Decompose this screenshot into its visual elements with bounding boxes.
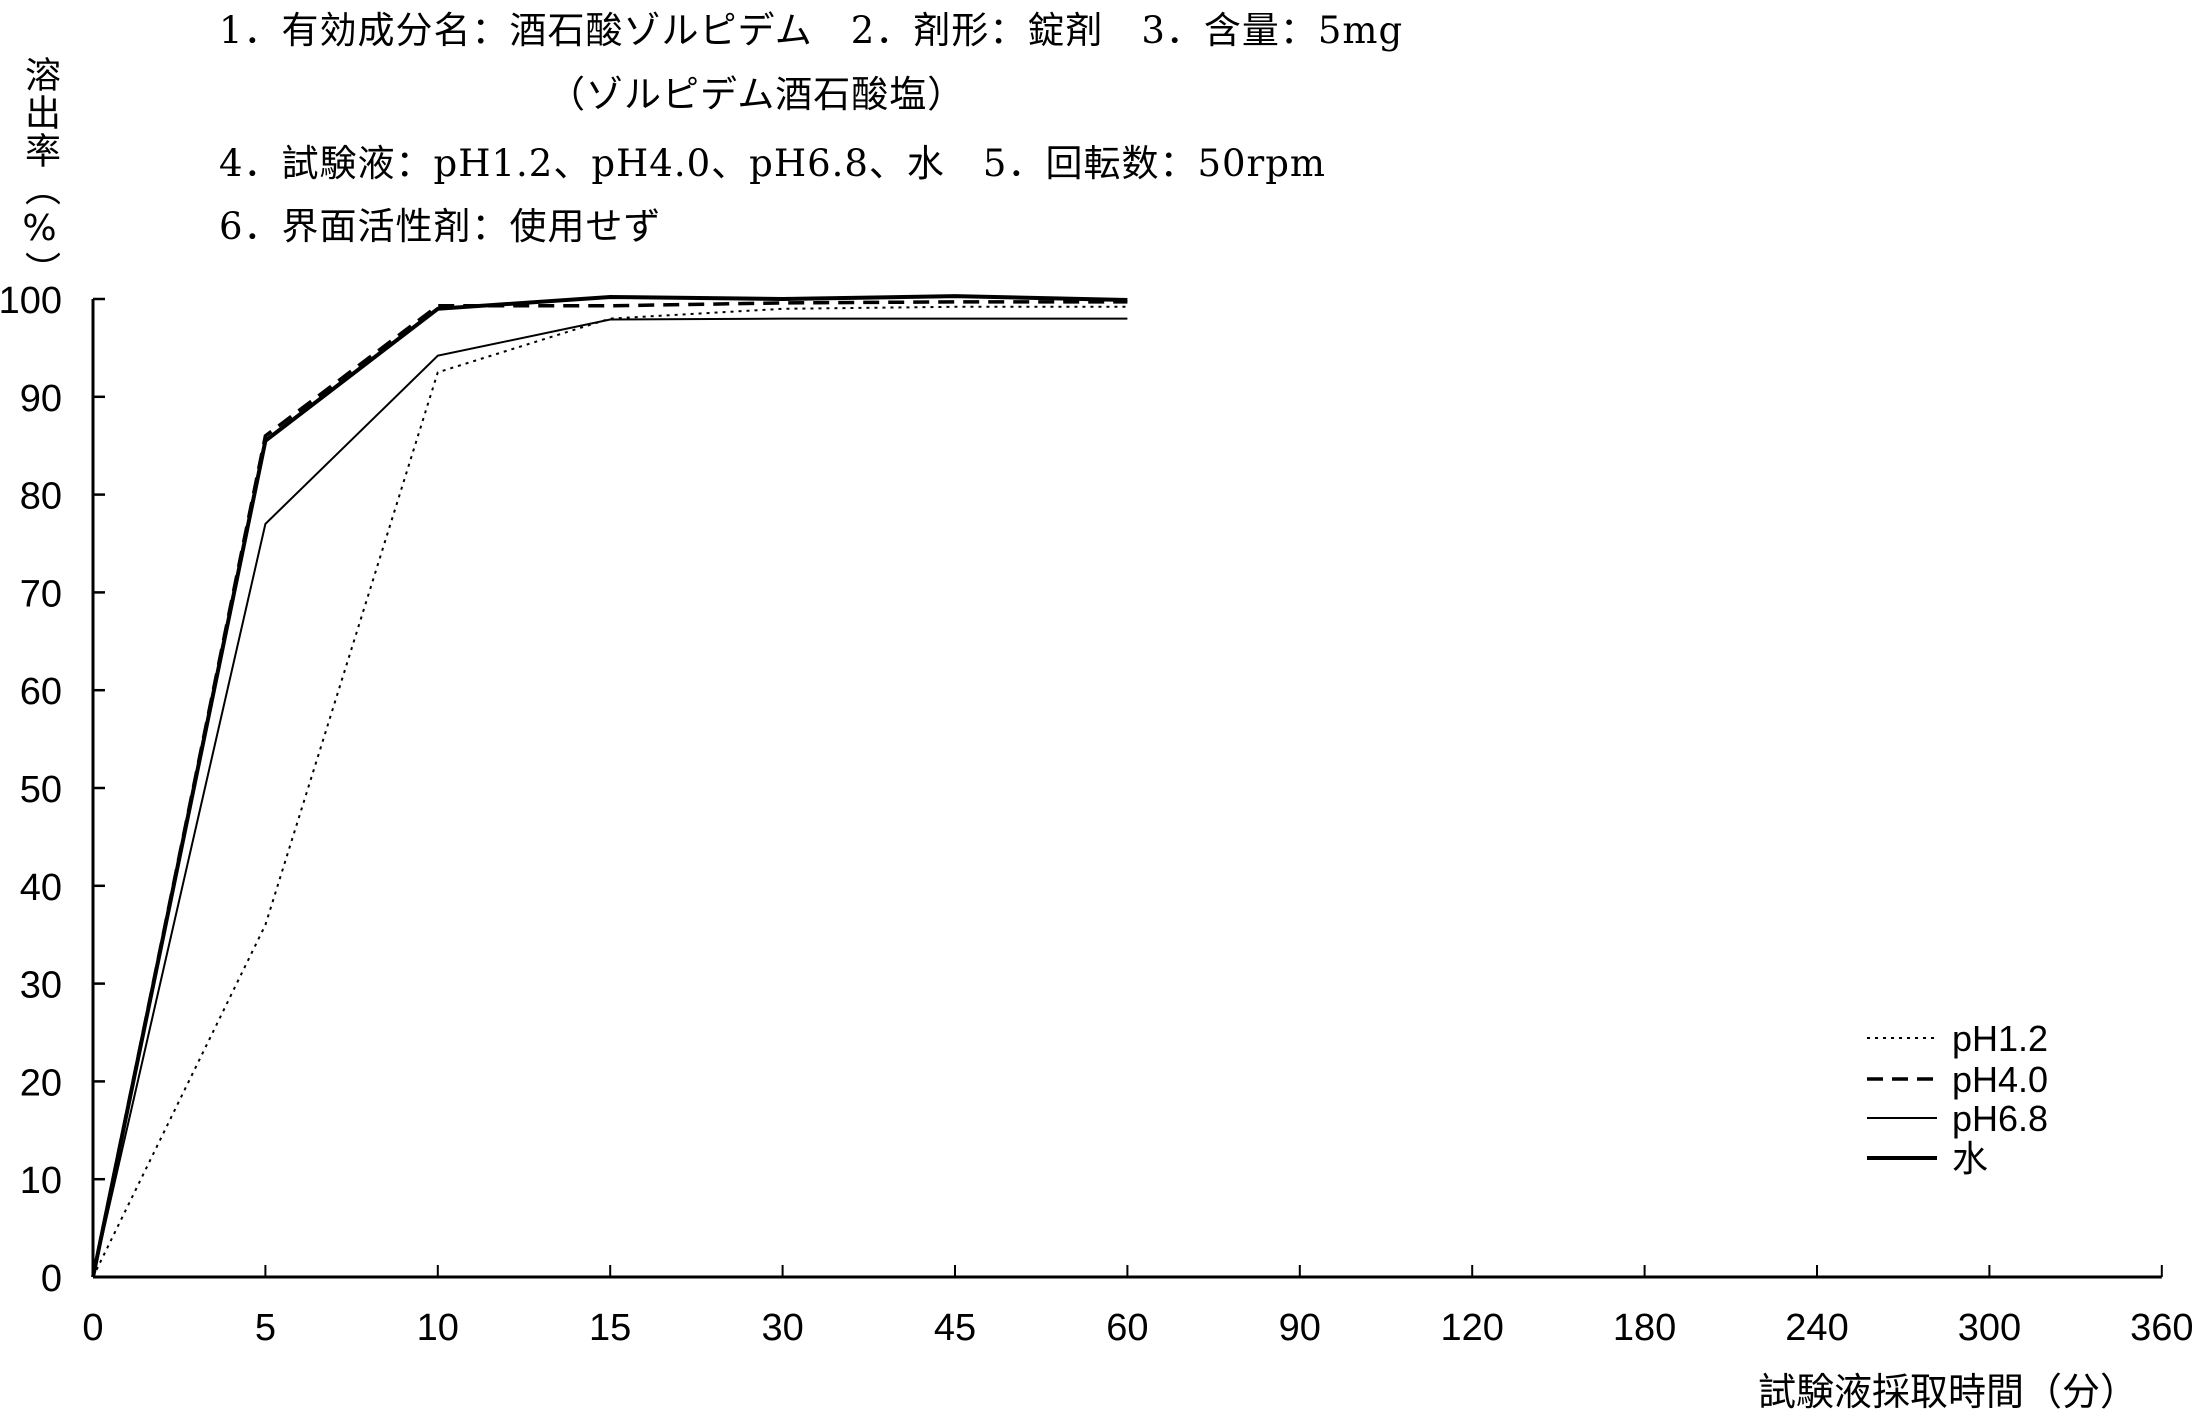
series-line-3 (91, 294, 1128, 1278)
y-tick-label: 80 (20, 476, 62, 518)
y-tick-label: 60 (20, 671, 62, 713)
chart-series (91, 294, 1128, 1278)
y-axis-label: 溶出率（%） (19, 56, 60, 289)
x-tick-label: 30 (761, 1307, 803, 1349)
series-line-0 (92, 305, 1128, 1278)
y-tick-label: 90 (20, 378, 62, 420)
x-tick-label: 5 (255, 1307, 276, 1349)
x-tick-label: 0 (82, 1307, 103, 1349)
x-tick-label: 60 (1106, 1307, 1148, 1349)
legend-label: 水 (1952, 1138, 1988, 1179)
x-tick-label: 240 (1785, 1307, 1848, 1349)
y-tick-label: 100 (0, 280, 62, 322)
y-tick-label: 40 (20, 867, 62, 909)
header-line-4: 6．界面活性剤：使用せず (219, 205, 662, 248)
y-tick-label: 70 (20, 573, 62, 615)
x-tick-label: 15 (589, 1307, 631, 1349)
series-line-1 (91, 300, 1128, 1278)
x-tick-label: 10 (417, 1307, 459, 1349)
y-tick-label: 50 (20, 769, 62, 811)
x-tick-label: 90 (1279, 1307, 1321, 1349)
legend-label: pH6.8 (1952, 1098, 2048, 1139)
y-tick-label: 20 (20, 1062, 62, 1104)
y-tick-label: 10 (20, 1160, 62, 1202)
y-tick-label: 30 (20, 965, 62, 1007)
header-line-2: （ゾルピデム酒石酸塩） (548, 73, 966, 116)
x-tick-label: 360 (2130, 1307, 2193, 1349)
x-tick-label: 120 (1440, 1307, 1503, 1349)
x-axis-title: 試験液採取時間（分） (1758, 1370, 2138, 1414)
header-line-3: 4．試験液：pH1.2、pH4.0、pH6.8、水 5．回転数：50rpm (219, 142, 1326, 185)
chart-axes: 0 10 20 30 40 50 60 70 80 90 100 0 5 10 15 30 45 60 90 120 1… (0, 280, 2194, 1349)
y-tick-label: 0 (41, 1258, 62, 1300)
x-tick-label: 45 (934, 1307, 976, 1349)
x-tick-label: 180 (1613, 1307, 1676, 1349)
legend-label: pH1.2 (1952, 1018, 2048, 1059)
legend-label: pH4.0 (1952, 1059, 2048, 1100)
series-line-2 (92, 317, 1128, 1278)
header-line-1: 1．有効成分名：酒石酸ゾルピデム 2．剤形：錠剤 3．含量：5mg (219, 9, 1404, 52)
x-tick-label: 300 (1958, 1307, 2021, 1349)
